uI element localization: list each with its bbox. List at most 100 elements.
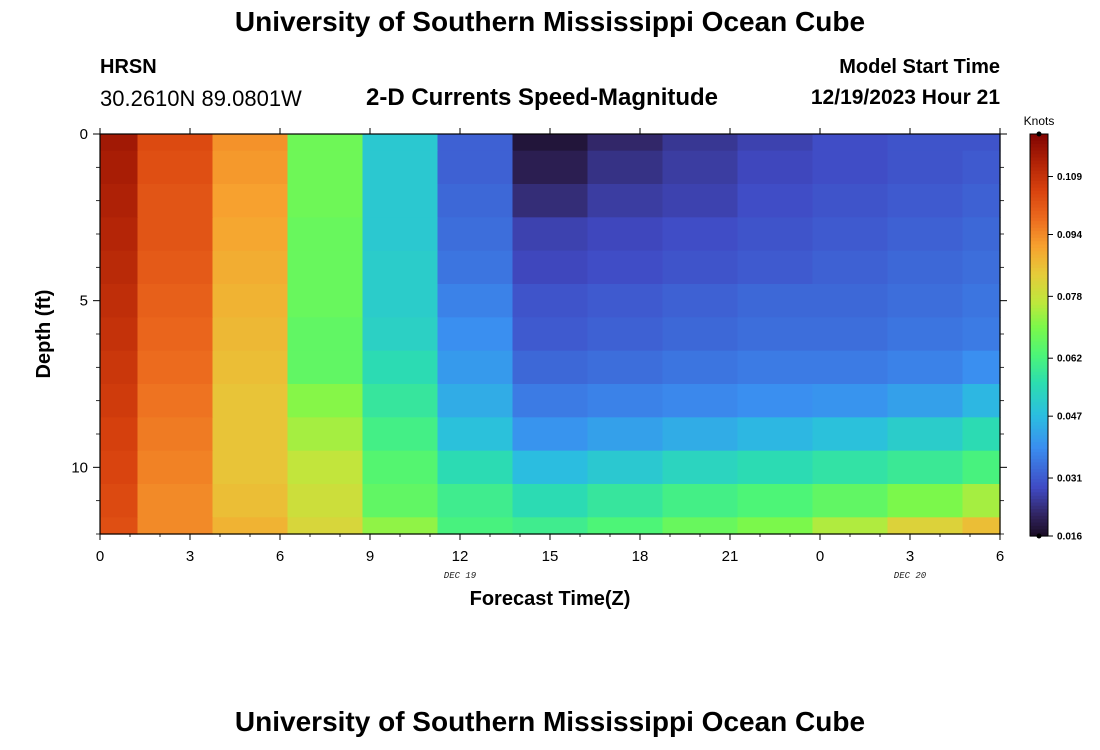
heatmap-cell [437, 284, 514, 318]
heatmap-cell [662, 134, 739, 152]
heatmap-cell [887, 134, 964, 152]
heatmap-cell [812, 150, 889, 185]
colorbar-segment [1030, 358, 1048, 363]
colorbar-segment [1030, 274, 1048, 279]
heatmap-cell [587, 484, 664, 518]
heatmap-cell [962, 134, 1001, 152]
heatmap-cell [287, 284, 364, 318]
colorbar-segment [1030, 231, 1048, 236]
colorbar-segment [1030, 341, 1048, 346]
colorbar-segment [1030, 164, 1048, 169]
colorbar-segment [1030, 278, 1048, 282]
heatmap-cell [100, 450, 139, 485]
heatmap-cell [962, 217, 1001, 252]
heatmap-cell [887, 150, 964, 185]
colorbar-segment [1030, 415, 1048, 420]
heatmap-cell [212, 484, 289, 518]
heatmap-cell [100, 134, 139, 152]
x-axis-label: Forecast Time(Z) [470, 588, 631, 610]
heatmap-cell [962, 184, 1001, 218]
y-tick-label: 10 [71, 459, 88, 476]
heatmap-cell [512, 350, 589, 385]
heatmap-cell [587, 250, 664, 285]
colorbar-segment [1030, 385, 1048, 390]
colorbar-segment [1030, 489, 1048, 494]
heatmap-cell [737, 350, 814, 385]
colorbar-segment [1030, 254, 1048, 259]
colorbar-segment [1030, 472, 1048, 477]
x-tick-label: 9 [366, 548, 374, 565]
heatmap-cell [962, 350, 1001, 385]
colorbar-segment [1030, 335, 1048, 339]
heatmap-cell [100, 317, 139, 352]
colorbar-segment [1030, 324, 1048, 329]
colorbar-segment [1030, 224, 1048, 229]
colorbar-segment [1030, 368, 1048, 373]
colorbar-segment [1030, 271, 1048, 276]
colorbar-segment [1030, 301, 1048, 306]
heatmap-cell [587, 517, 664, 535]
colorbar-segment [1030, 462, 1048, 467]
x-tick-label: 21 [722, 548, 739, 565]
colorbar-segment [1030, 378, 1048, 383]
heatmap-cell [362, 450, 439, 485]
heatmap-cell [212, 450, 289, 485]
heatmap-cell [287, 317, 364, 352]
heatmap-cell [437, 417, 514, 452]
heatmap-cell [962, 450, 1001, 485]
colorbar-segment [1030, 201, 1048, 205]
heatmap-cell [137, 284, 214, 318]
colorbar-segment [1030, 438, 1048, 443]
heatmap-cell [212, 417, 289, 452]
heatmap-cell [362, 317, 439, 352]
colorbar-segment [1030, 398, 1048, 403]
heatmap-cell [212, 184, 289, 218]
footer-title: University of Southern Mississippi Ocean… [234, 706, 866, 737]
colorbar-segment [1030, 422, 1048, 427]
colorbar-segment [1030, 331, 1048, 336]
heatmap-cell [887, 184, 964, 218]
colorbar-segment [1030, 348, 1048, 353]
heatmap-cell [737, 250, 814, 285]
heatmap-cell [812, 134, 889, 152]
page-title: University of Southern Mississippi Ocean… [234, 6, 866, 37]
heatmap-cell [587, 134, 664, 152]
heatmap-cell [737, 417, 814, 452]
heatmap-cell [737, 317, 814, 352]
heatmap-cell [737, 484, 814, 518]
heatmap-cell [662, 284, 739, 318]
heatmap-cell [287, 384, 364, 418]
colorbar-segment [1030, 408, 1048, 413]
colorbar-segment [1030, 502, 1048, 507]
heatmap-cell [362, 350, 439, 385]
heatmap-cell [100, 484, 139, 518]
heatmap-cell [737, 150, 814, 185]
heatmap-cell [962, 484, 1001, 518]
colorbar-segment [1030, 281, 1048, 286]
heatmap-cell [137, 317, 214, 352]
heatmap-cell [962, 284, 1001, 318]
heatmap-cell [137, 350, 214, 385]
colorbar-segment [1030, 291, 1048, 296]
colorbar-segment [1030, 361, 1048, 366]
colorbar-segment [1030, 412, 1048, 416]
colorbar-segment [1030, 318, 1048, 323]
x-tick-label: 3 [906, 548, 914, 565]
colorbar-segment [1030, 495, 1048, 500]
colorbar-segment [1030, 150, 1048, 155]
colorbar-segment [1030, 469, 1048, 473]
heatmap-cell [100, 284, 139, 318]
heatmap-cell [100, 517, 139, 535]
heatmap-cell [137, 450, 214, 485]
heatmap-cell [962, 150, 1001, 185]
heatmap-cell [737, 284, 814, 318]
heatmap-cell [587, 217, 664, 252]
colorbar-segment [1030, 154, 1048, 159]
y-tick-label: 0 [80, 126, 88, 143]
colorbar-segment [1030, 204, 1048, 209]
colorbar-segment [1030, 435, 1048, 440]
heatmap-cells [100, 134, 1001, 535]
heatmap-cell [812, 384, 889, 418]
colorbar-tick-label: 0.016 [1057, 532, 1082, 543]
heatmap-cell [137, 184, 214, 218]
